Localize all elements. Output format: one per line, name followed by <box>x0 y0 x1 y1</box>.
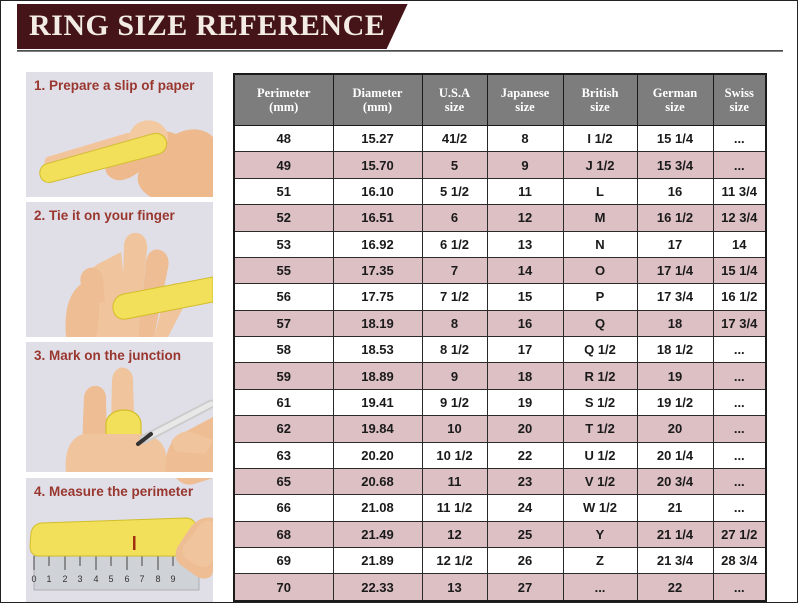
svg-text:4: 4 <box>93 574 98 584</box>
svg-text:1: 1 <box>46 574 51 584</box>
svg-text:6: 6 <box>124 574 129 584</box>
svg-text:2: 2 <box>62 574 67 584</box>
svg-text:5: 5 <box>108 574 113 584</box>
svg-text:3: 3 <box>77 574 82 584</box>
svg-text:0: 0 <box>31 574 36 584</box>
svg-text:8: 8 <box>155 574 160 584</box>
svg-text:7: 7 <box>139 574 144 584</box>
svg-text:9: 9 <box>170 574 175 584</box>
